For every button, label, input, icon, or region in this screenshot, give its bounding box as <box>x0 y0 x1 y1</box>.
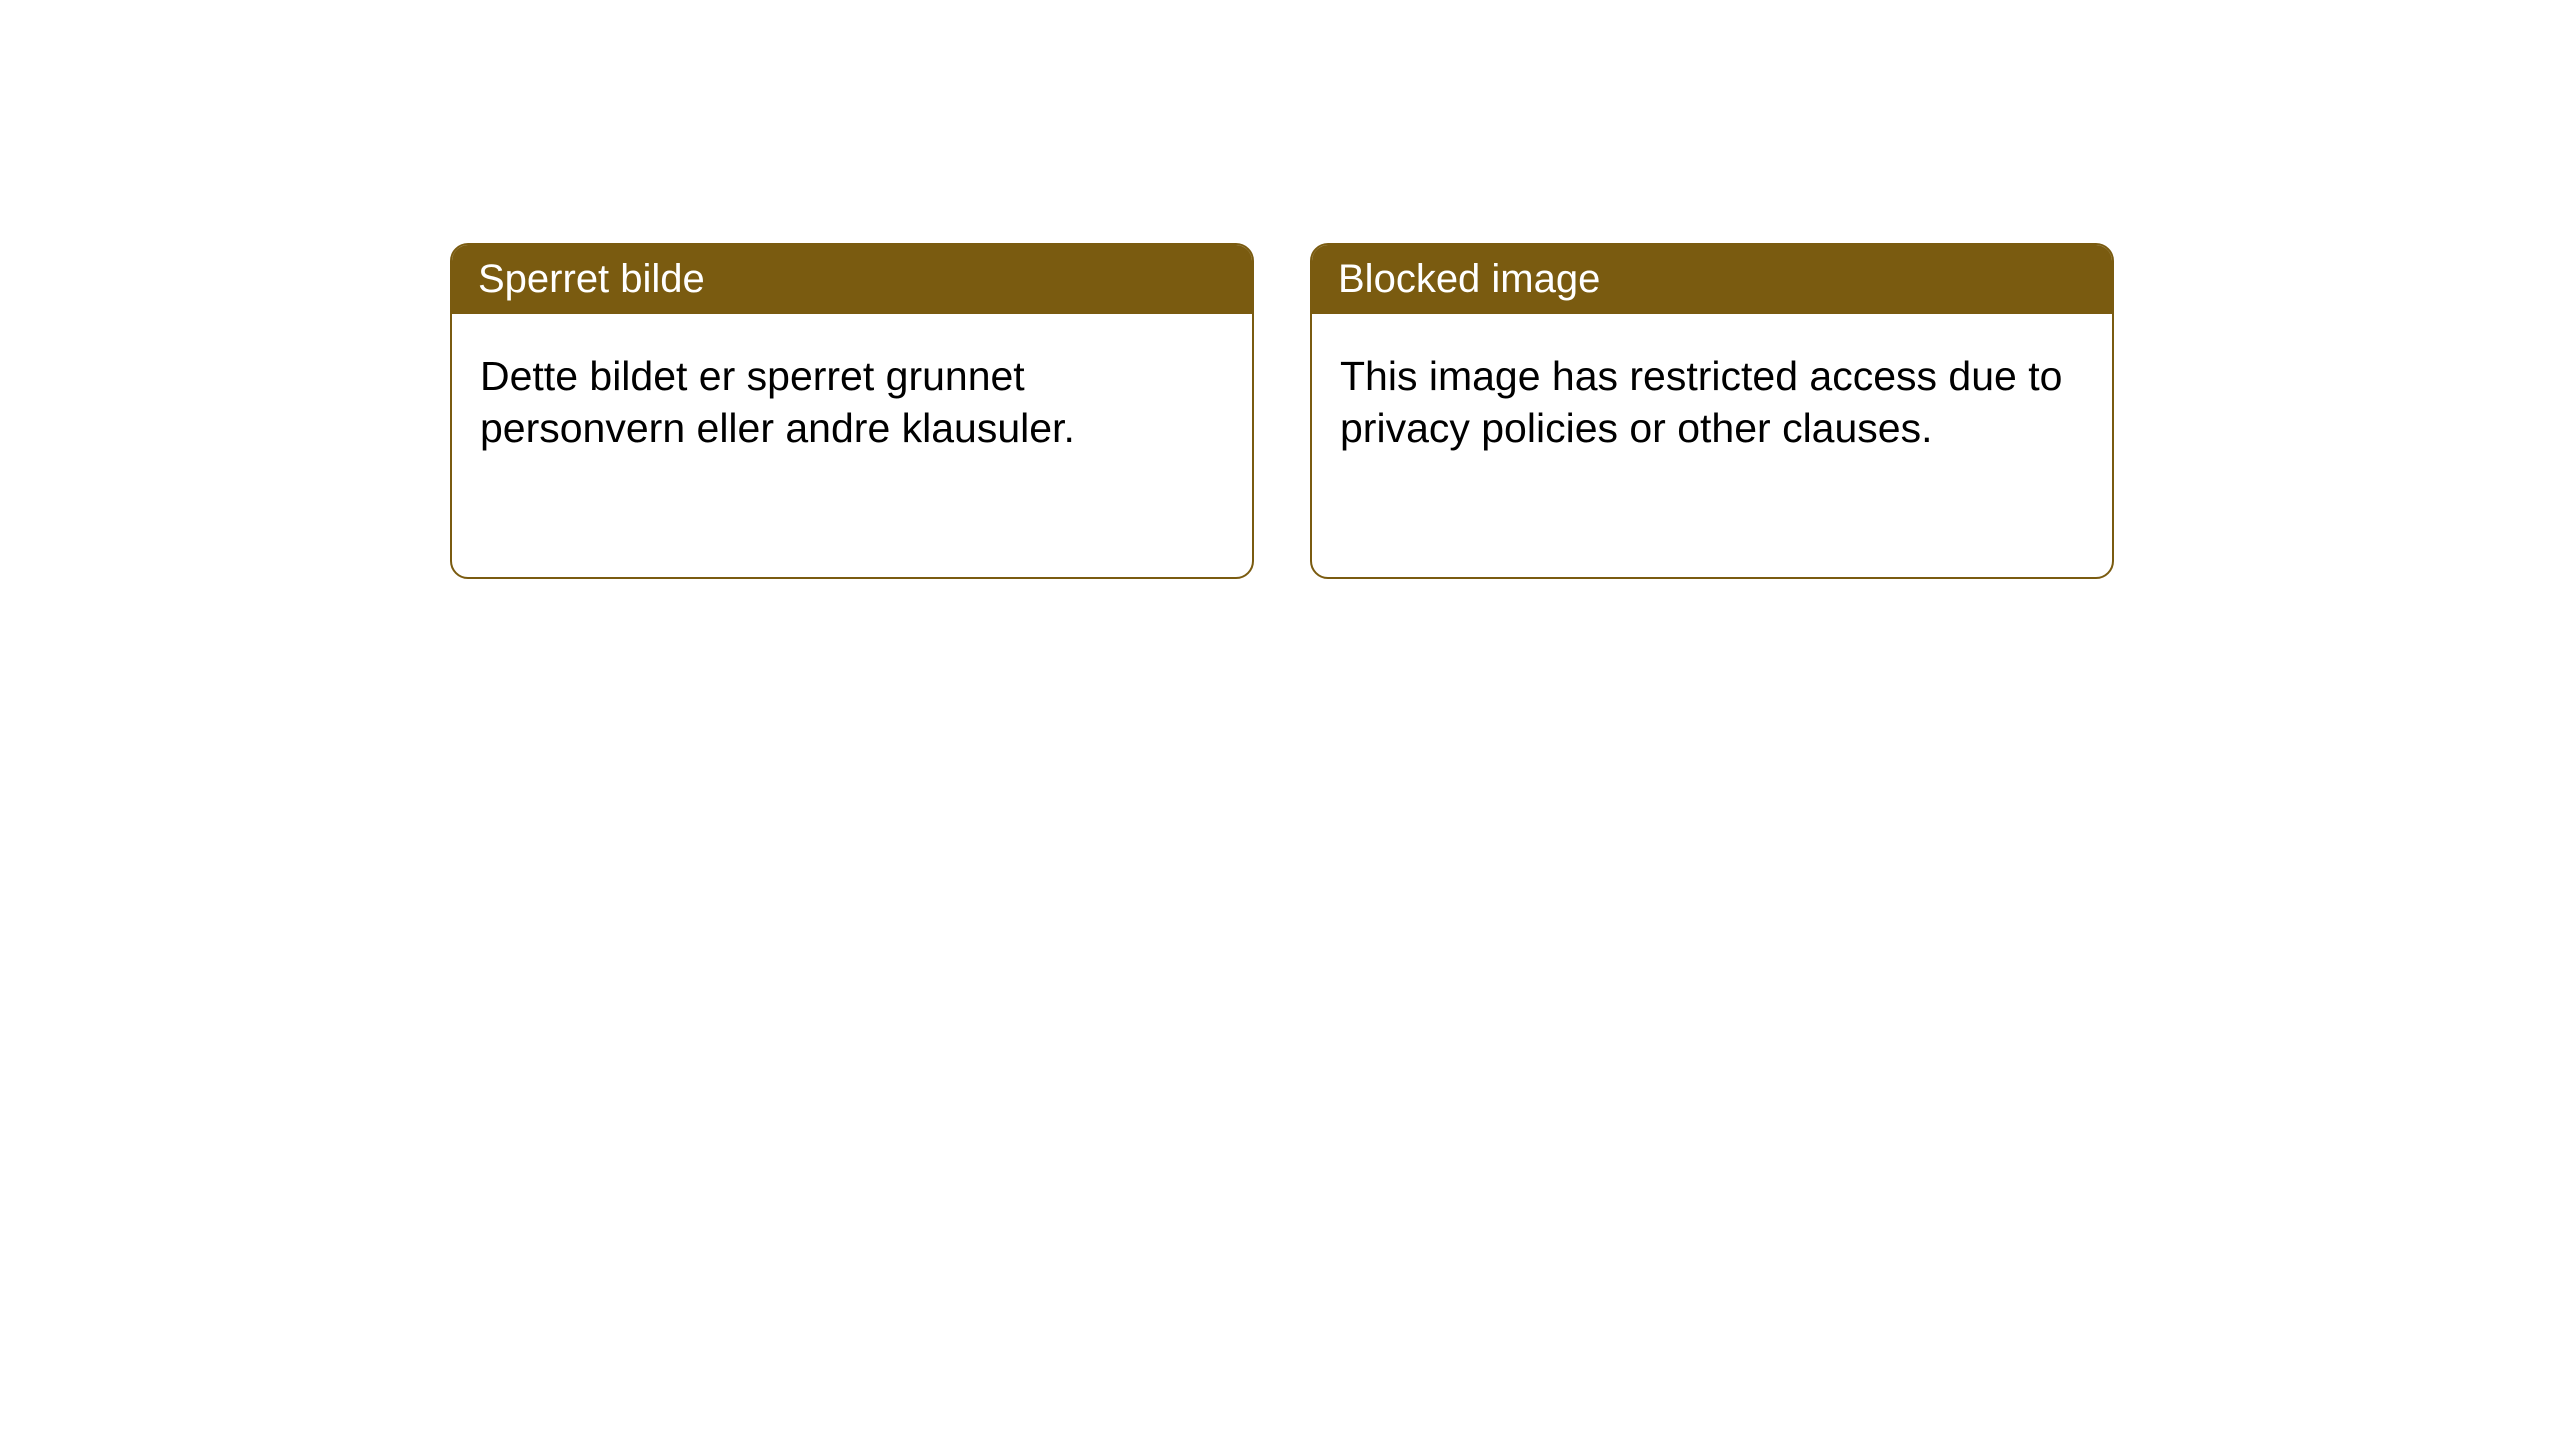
notice-body: Dette bildet er sperret grunnet personve… <box>452 314 1252 491</box>
notice-title: Blocked image <box>1338 257 1600 301</box>
notice-card-english: Blocked image This image has restricted … <box>1310 243 2114 579</box>
notice-header: Sperret bilde <box>452 245 1252 314</box>
notice-text: This image has restricted access due to … <box>1340 353 2062 451</box>
notice-container: Sperret bilde Dette bildet er sperret gr… <box>0 0 2560 579</box>
notice-text: Dette bildet er sperret grunnet personve… <box>480 353 1075 451</box>
notice-body: This image has restricted access due to … <box>1312 314 2112 491</box>
notice-header: Blocked image <box>1312 245 2112 314</box>
notice-title: Sperret bilde <box>478 257 705 301</box>
notice-card-norwegian: Sperret bilde Dette bildet er sperret gr… <box>450 243 1254 579</box>
